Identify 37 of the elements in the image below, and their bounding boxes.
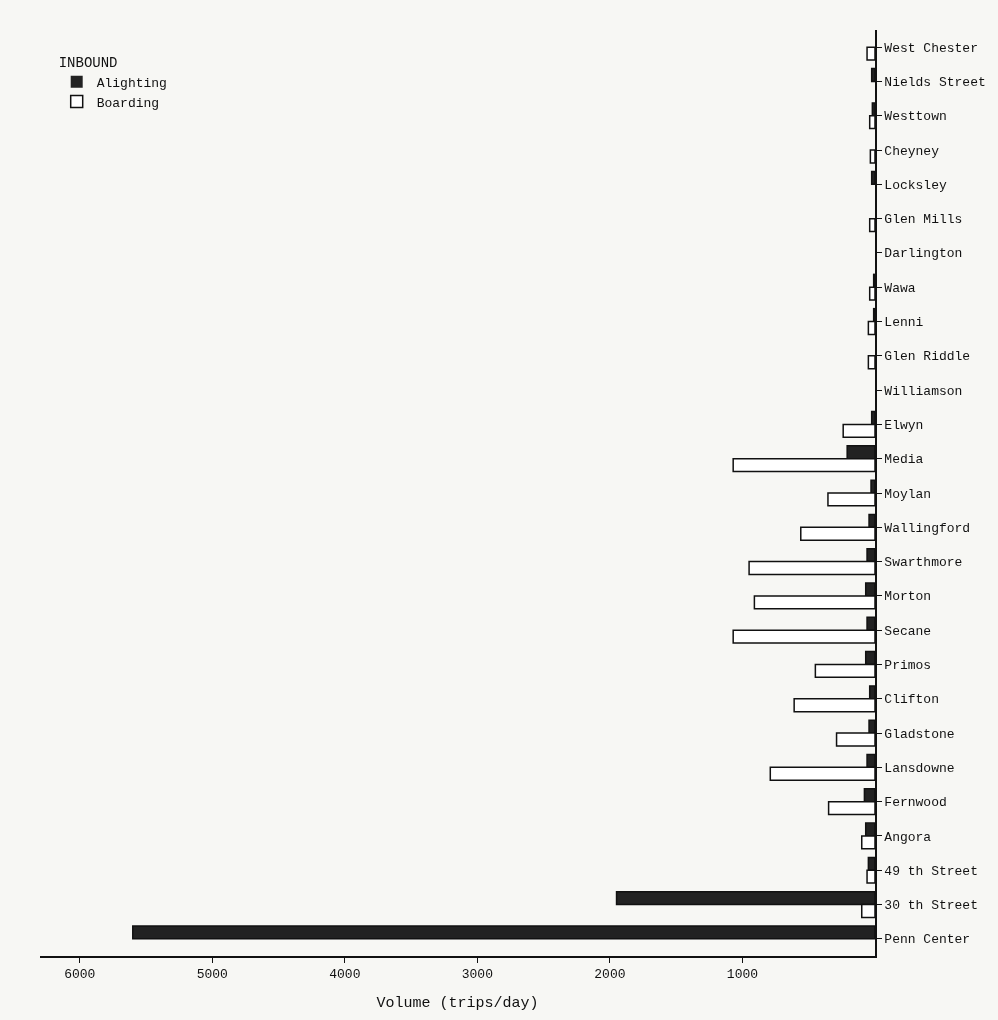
x-tick-label: 5000 <box>196 967 228 983</box>
y-tick-label: Glen Mills <box>884 212 963 228</box>
y-tick-label: Swarthmore <box>884 555 963 571</box>
legend-label: Alighting <box>96 75 167 91</box>
y-tick-label: 30 th Street <box>884 898 978 914</box>
y-tick-label: Fernwood <box>884 795 947 811</box>
y-tick-label: Morton <box>884 589 932 605</box>
y-tick-label: 49 th Street <box>884 863 978 879</box>
y-tick-label: Lenni <box>884 315 924 331</box>
y-tick-label: Clifton <box>884 692 939 708</box>
y-tick-label: Wallingford <box>884 520 971 536</box>
legend-title: INBOUND <box>58 54 118 71</box>
y-tick-label: Lansdowne <box>884 760 955 776</box>
x-tick-label: 1000 <box>726 967 759 983</box>
y-tick-label: Gladstone <box>884 726 955 742</box>
x-tick-label: 3000 <box>461 967 493 983</box>
y-tick-label: Moylan <box>884 486 932 502</box>
x-tick-label: 4000 <box>329 967 361 983</box>
legend-label: Boarding <box>96 95 160 111</box>
x-tick-label: 6000 <box>64 967 96 983</box>
y-tick-label: Primos <box>884 658 932 674</box>
y-tick-label: Williamson <box>884 383 963 399</box>
x-axis-title: Volume (trips/day) <box>376 994 539 1012</box>
y-tick-label: Nields Street <box>884 74 986 90</box>
y-tick-label: Locksley <box>884 177 947 193</box>
y-tick-label: Glen Riddle <box>884 349 971 365</box>
y-tick-label: Cheyney <box>884 143 940 159</box>
y-tick-label: Penn Center <box>884 932 971 948</box>
y-tick-label: Westtown <box>884 109 947 125</box>
y-tick-label: Darlington <box>884 246 963 262</box>
y-tick-label: Media <box>884 452 924 468</box>
y-tick-label: Wawa <box>884 280 916 296</box>
x-tick-label: 2000 <box>594 967 626 983</box>
y-tick-label: Angora <box>884 829 932 845</box>
y-tick-label: Elwyn <box>884 417 924 433</box>
y-tick-label: West Chester <box>884 40 978 56</box>
y-tick-label: Secane <box>884 623 932 639</box>
